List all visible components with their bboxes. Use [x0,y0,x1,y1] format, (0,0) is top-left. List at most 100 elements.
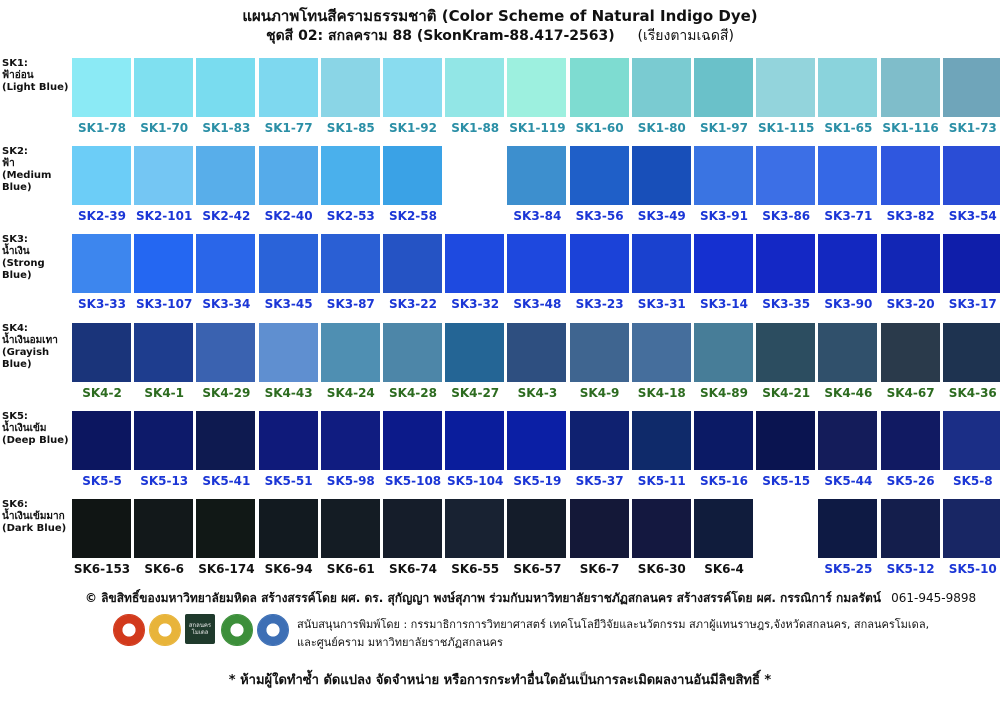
color-swatch [383,323,442,382]
color-row-2: SK2: ฟ้า (Medium Blue) SK2-39 SK2-101 SK2-4… [0,146,1000,226]
swatch-code: SK3-34 [202,297,251,311]
swatch-code: SK3-87 [326,297,375,311]
swatch-code: SK3-91 [700,209,748,223]
color-swatch [507,146,567,205]
color-swatch [694,323,753,382]
color-swatch [818,146,878,205]
swatch-code: SK4-24 [326,386,375,400]
color-swatch [258,234,318,293]
swatch-code: SK6-153 [73,562,131,576]
swatch-code: SK1-78 [78,121,126,135]
swatch-code: SK3-107 [136,297,193,311]
phone-number: 061-945-9898 [891,591,977,605]
color-swatch [134,58,194,117]
color-swatch [818,499,878,558]
swatch-code: SK4-27 [451,386,500,400]
swatch-code: SK1-85 [326,121,375,135]
color-swatch [569,499,629,558]
gold-seal-icon [149,614,181,646]
swatch-code: SK1-65 [824,121,873,135]
color-swatch [196,499,256,558]
swatch-code: SK2-39 [78,209,126,223]
support-line-1: สนับสนุนการพิมพ์โดย : กรรมาธิการการวิทยา… [297,618,930,631]
color-swatch [880,323,940,382]
support-text: สนับสนุนการพิมพ์โดย : กรรมาธิการการวิทยา… [297,616,929,652]
color-row-3: SK3: น้ำเงิน (Strong Blue) SK3-33 SK3-107 S… [0,234,1000,314]
color-swatch [942,499,1000,558]
swatch-code: SK3-49 [637,209,686,223]
swatch-code: SK1-92 [389,121,437,135]
color-swatch [196,411,256,470]
color-swatch [134,323,194,382]
color-swatch [258,58,318,117]
copyright-text: © ลิขสิทธิ์ของมหาวิทยาลัยมหิดล สร้างสรรค… [85,591,881,605]
swatch-code: SK2-101 [136,209,193,223]
color-swatch [756,58,816,117]
swatch-code: SK4-3 [517,386,558,400]
swatch-code: SK2-53 [326,209,375,223]
color-swatch [258,323,318,382]
row-label: SK2: ฟ้า (Medium Blue) [2,146,52,193]
color-swatch [72,234,131,293]
swatch-code: SK4-9 [579,386,620,400]
color-swatch [880,234,940,293]
color-swatch [569,58,629,117]
color-swatch [196,58,256,117]
color-swatch [72,499,131,558]
color-row-6: SK6: น้ำเงินเข้มมาก (Dark Blue) SK6-153 SK… [0,499,1000,579]
swatch-code: SK4-1 [144,386,184,400]
row-label: SK5: น้ำเงินเข้ม (Deep Blue) [2,411,69,446]
color-swatch [72,323,131,382]
swatch-code: SK3-35 [762,297,811,311]
color-swatch [880,411,940,470]
swatch-code: SK3-33 [78,297,126,311]
swatch-code: SK2-40 [264,209,313,223]
color-swatch [942,234,1000,293]
swatch-code: SK4-43 [264,386,313,400]
swatch-code: SK5-8 [952,474,993,488]
swatch-code: SK1-116 [882,121,939,135]
color-swatch [507,323,567,382]
swatch-code: SK5-15 [762,474,811,488]
color-swatch [258,411,318,470]
swatch-code: SK1-119 [509,121,566,135]
swatch-code: SK6-74 [389,562,437,576]
swatch-code: SK5-10 [948,562,997,576]
color-swatch [196,323,256,382]
swatch-code: SK4-21 [762,386,811,400]
color-swatch [631,411,691,470]
swatch-code: SK6-4 [704,562,744,576]
color-row-5: SK5: น้ำเงินเข้ม (Deep Blue) SK5-5 SK5-13 S… [0,411,1000,491]
color-swatch [320,146,380,205]
color-swatch [383,499,442,558]
swatch-code: SK3-90 [824,297,873,311]
color-swatch [196,146,256,205]
color-swatch [942,58,1000,117]
swatch-code: SK4-67 [886,386,935,400]
color-swatch [320,323,380,382]
swatch-code: SK1-60 [575,121,624,135]
swatch-code: SK3-48 [513,297,562,311]
swatch-code: SK6-7 [579,562,620,576]
color-swatch [631,499,691,558]
color-swatch [507,499,567,558]
color-swatch [694,146,753,205]
swatch-code: SK3-20 [886,297,935,311]
swatch-code: SK6-57 [513,562,562,576]
swatch-code: SK5-98 [326,474,375,488]
color-swatch [880,499,940,558]
color-swatch [134,499,194,558]
swatch-code: SK4-18 [637,386,686,400]
swatch-code: SK3-56 [575,209,624,223]
parliament-seal-icon [113,614,145,646]
swatch-code: SK1-115 [758,121,815,135]
swatch-code: SK6-94 [264,562,313,576]
swatch-code: SK5-16 [700,474,748,488]
color-swatch [942,411,1000,470]
color-swatch [320,411,380,470]
row-label: SK4: น้ำเงินอมเทา (Grayish Blue) [2,323,58,370]
swatch-code: SK5-51 [264,474,313,488]
swatch-code: SK4-46 [824,386,873,400]
color-swatch [569,411,629,470]
swatch-code: SK5-5 [82,474,122,488]
